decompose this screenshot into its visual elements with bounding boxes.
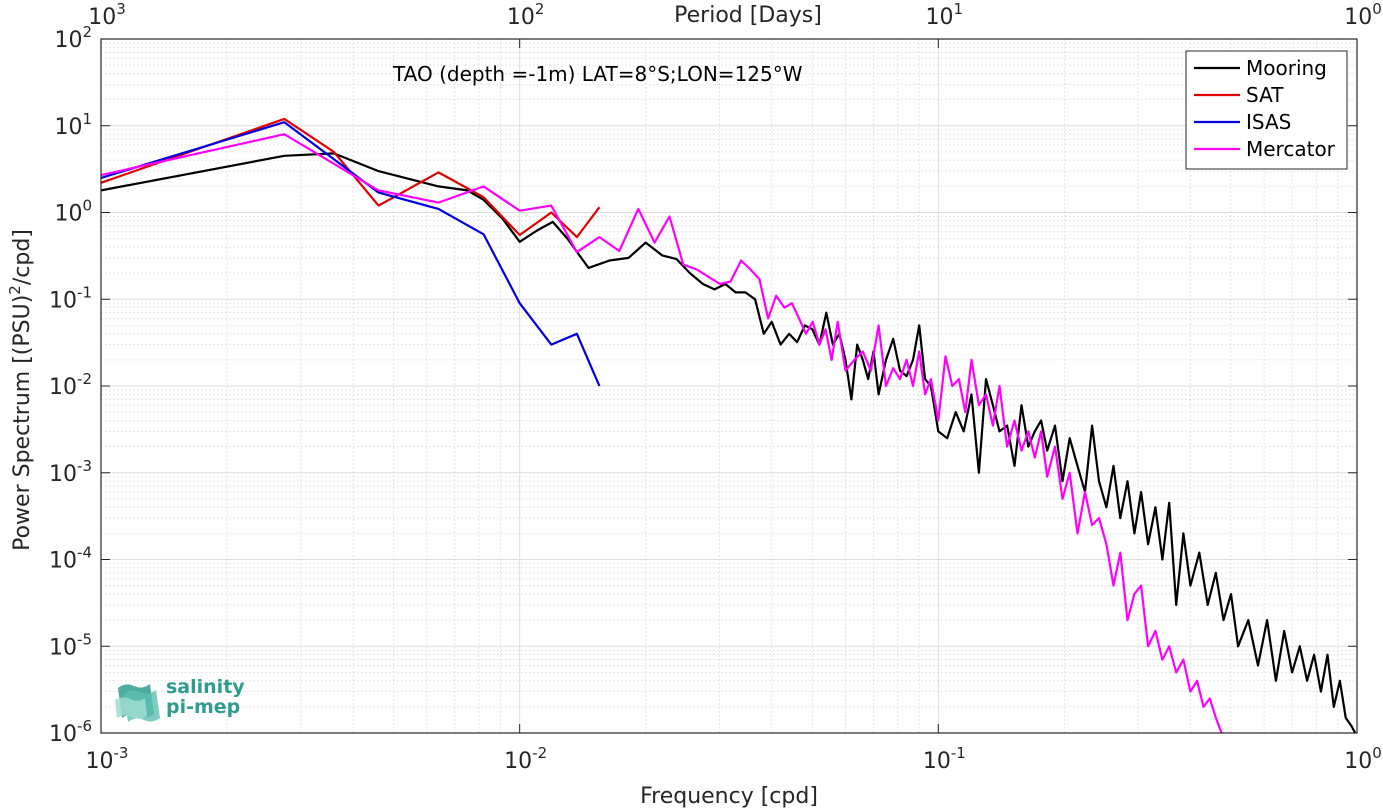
y-tick-label: 10-5 bbox=[49, 630, 92, 660]
series-line-mooring bbox=[101, 152, 1357, 733]
top-tick-label: 103 bbox=[88, 0, 126, 30]
y-tick-label: 10-1 bbox=[49, 283, 92, 313]
y-axis-label: Power Spectrum [(PSU)2/cpd] bbox=[6, 229, 35, 551]
series-line-mercator bbox=[101, 133, 1223, 733]
y-axis-label-superscript: 2 bbox=[6, 285, 24, 295]
y-tick-label: 102 bbox=[54, 23, 92, 53]
logo-text-line2: pi-mep bbox=[166, 696, 240, 718]
salinity-pi-mep-logo: salinity pi-mep bbox=[115, 676, 245, 722]
y-tick-label: 10-4 bbox=[49, 544, 92, 574]
y-tick-label: 100 bbox=[54, 197, 92, 227]
top-tick-label: 101 bbox=[926, 0, 964, 30]
x-tick-label: 10-3 bbox=[86, 744, 129, 774]
y-tick-label: 10-6 bbox=[49, 717, 92, 747]
top-tick-label: 102 bbox=[507, 0, 545, 30]
logo-text-line1: salinity bbox=[166, 676, 245, 698]
y-tick-label: 10-2 bbox=[49, 370, 92, 400]
y-axis-label-main: Power Spectrum [(PSU) bbox=[10, 295, 35, 551]
x-tick-label: 10-2 bbox=[504, 744, 547, 774]
legend-label-mercator: Mercator bbox=[1246, 137, 1336, 161]
logo-wave-icon-3 bbox=[115, 697, 147, 719]
y-tick-label: 10-3 bbox=[49, 457, 92, 487]
series-line-sat bbox=[101, 117, 601, 239]
legend-label-mooring: Mooring bbox=[1246, 56, 1327, 80]
x-tick-label: 100 bbox=[1344, 744, 1382, 774]
grid bbox=[100, 38, 1358, 734]
top-axis-label: Period [Days] bbox=[674, 3, 822, 28]
x-axis-label: Frequency [cpd] bbox=[640, 784, 818, 809]
legend-label-isas: ISAS bbox=[1246, 110, 1291, 134]
series-line-isas bbox=[101, 121, 601, 387]
legend: Mooring SAT ISAS Mercator bbox=[1185, 50, 1348, 170]
chart-annotation: TAO (depth =-1m) LAT=8°S;LON=125°W bbox=[392, 62, 803, 86]
x-tick-label: 10-1 bbox=[923, 744, 966, 774]
top-tick-label: 100 bbox=[1344, 0, 1382, 30]
y-axis-label-tail: /cpd] bbox=[10, 229, 35, 285]
series-lines bbox=[101, 117, 1357, 733]
legend-label-sat: SAT bbox=[1246, 83, 1284, 107]
y-tick-label: 101 bbox=[54, 110, 92, 140]
